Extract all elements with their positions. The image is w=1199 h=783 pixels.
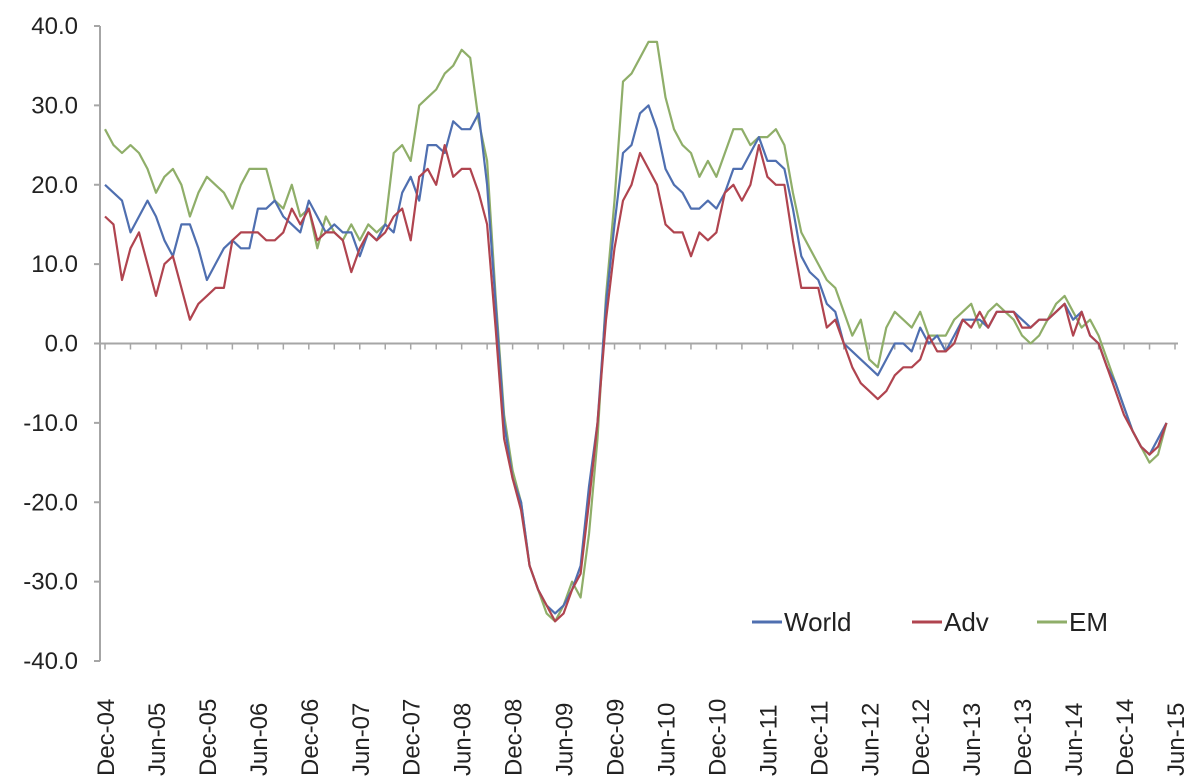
series-layer (104, 40, 1168, 623)
x-tick-label: Dec-10 (704, 699, 731, 776)
x-tick-label: Jun-14 (1061, 703, 1088, 776)
x-tick-label: Dec-07 (399, 699, 426, 776)
legend-label-em: EM (1069, 607, 1108, 637)
y-tick-label: -30.0 (23, 569, 78, 596)
y-axis: 40.0 30.0 20.0 10.0 0.0 -10.0 -20.0 -30.0 -40.0 (23, 13, 101, 675)
x-tick-label: Jun-11 (755, 704, 782, 776)
x-tick-label: Jun-08 (450, 703, 477, 776)
x-tick-label: Dec-13 (1010, 699, 1037, 776)
x-axis: Dec-04 Jun-05 Dec-05 Jun-06 Dec-06 Jun-07 Dec-… (93, 342, 1190, 776)
legend-label-adv: Adv (944, 607, 989, 637)
x-tick-label: Jun-12 (857, 703, 884, 776)
y-tick-label: 30.0 (31, 92, 78, 119)
legend: World Adv EM (752, 607, 1108, 637)
x-tick-label: Dec-09 (603, 699, 630, 776)
x-tick-label: Dec-11 (806, 700, 833, 776)
y-tick-label: 40.0 (31, 13, 78, 40)
x-tick-label: Jun-09 (552, 703, 579, 776)
x-tick-label: Dec-04 (93, 699, 120, 776)
y-tick-label: -40.0 (23, 648, 78, 675)
x-tick-label: Dec-08 (501, 699, 528, 776)
x-tick-label: Jun-10 (653, 703, 680, 776)
legend-label-world: World (784, 607, 851, 637)
y-tick-label: -10.0 (23, 410, 78, 437)
x-tick-label: Jun-15 (1163, 703, 1190, 776)
series-line-adv (104, 144, 1168, 623)
x-tick-label: Dec-06 (297, 699, 324, 776)
x-tick-label: Jun-06 (246, 703, 273, 776)
x-tick-label: Dec-14 (1112, 699, 1139, 776)
x-tick-label: Jun-13 (959, 703, 986, 776)
y-tick-label: 20.0 (31, 172, 78, 199)
y-tick-label: 0.0 (45, 331, 78, 358)
series-line-em (104, 40, 1168, 623)
x-tick-label: Dec-05 (195, 699, 222, 776)
x-tick-label: Dec-12 (908, 699, 935, 776)
x-tick-label: Jun-07 (348, 703, 375, 776)
x-tick-label: Jun-05 (144, 703, 171, 776)
series-line-world (104, 104, 1168, 615)
y-tick-label: -20.0 (23, 489, 78, 516)
y-tick-label: 10.0 (31, 251, 78, 278)
